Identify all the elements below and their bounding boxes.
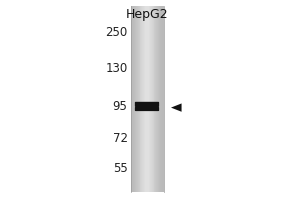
- Bar: [142, 6, 143, 192]
- Text: 130: 130: [105, 62, 128, 75]
- Text: 250: 250: [105, 26, 128, 40]
- Bar: [157, 6, 158, 192]
- Text: 95: 95: [112, 100, 128, 114]
- Bar: [158, 6, 159, 192]
- Bar: [133, 6, 134, 192]
- Bar: [162, 6, 163, 192]
- Bar: [135, 6, 136, 192]
- Bar: [144, 6, 145, 192]
- Bar: [150, 6, 151, 192]
- Bar: [159, 6, 160, 192]
- Bar: [130, 6, 131, 192]
- Bar: [136, 6, 137, 192]
- Bar: [131, 6, 132, 192]
- Text: HepG2: HepG2: [126, 8, 168, 21]
- Bar: [155, 6, 156, 192]
- Bar: [139, 6, 140, 192]
- Bar: [134, 6, 135, 192]
- Bar: [141, 6, 142, 192]
- Bar: [156, 6, 157, 192]
- Bar: [137, 6, 138, 192]
- Bar: [149, 6, 150, 192]
- Text: 55: 55: [113, 162, 128, 176]
- Bar: [161, 6, 162, 192]
- Bar: [163, 6, 164, 192]
- Bar: [138, 6, 139, 192]
- Bar: [132, 6, 133, 192]
- FancyBboxPatch shape: [135, 102, 159, 107]
- Bar: [146, 6, 147, 192]
- Bar: [148, 6, 149, 192]
- Bar: [145, 6, 146, 192]
- Bar: [154, 6, 155, 192]
- Bar: [153, 6, 154, 192]
- Bar: [160, 6, 161, 192]
- Bar: [147, 6, 148, 192]
- Bar: [151, 6, 152, 192]
- Polygon shape: [171, 103, 181, 112]
- Bar: [152, 6, 153, 192]
- Bar: [143, 6, 144, 192]
- Text: 72: 72: [112, 132, 128, 146]
- FancyBboxPatch shape: [135, 107, 159, 111]
- Bar: [140, 6, 141, 192]
